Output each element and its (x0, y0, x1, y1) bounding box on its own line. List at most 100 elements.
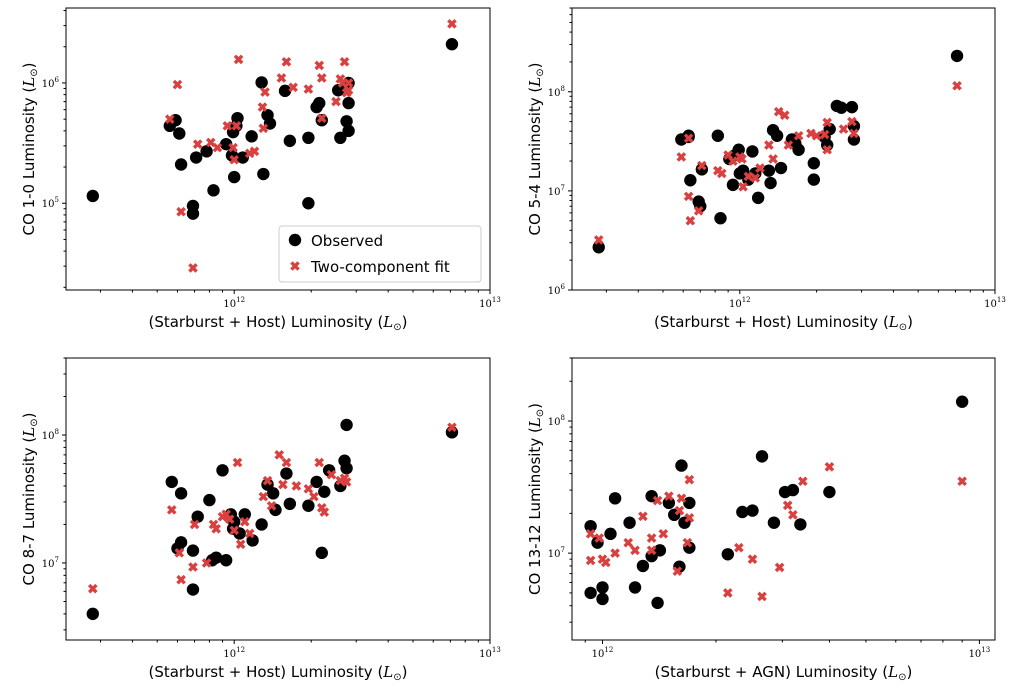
fit-point (630, 545, 640, 556)
fit-point (343, 78, 354, 88)
fit-point (664, 491, 674, 501)
observed-point (228, 170, 241, 184)
fit-point (594, 533, 604, 543)
observed-point (174, 536, 188, 549)
plot-area (65, 357, 491, 641)
observed-point (955, 395, 969, 408)
observed-point (283, 134, 297, 148)
fit-point (646, 533, 657, 543)
fit-point (235, 539, 246, 550)
x-tick-label: 1013 (969, 646, 991, 660)
observed-point (318, 485, 331, 498)
fit-point (258, 491, 269, 502)
fit-point (278, 479, 288, 490)
observed-point (653, 544, 667, 557)
observed-point (726, 178, 740, 192)
fit-point (738, 181, 748, 192)
fit-point (683, 133, 694, 144)
fit-point (258, 123, 269, 134)
fit-point (743, 171, 754, 182)
fit-point (319, 507, 330, 517)
observed-point (302, 197, 315, 210)
fit-point (684, 513, 695, 523)
x-tick-label: 1012 (592, 646, 614, 660)
fit-point (811, 130, 822, 141)
fit-point (798, 476, 808, 487)
y-axis-label: CO 5-4 Luminosity (L⊙) (526, 63, 546, 236)
y-tick-label: 107 (42, 556, 59, 570)
fit-point (222, 121, 233, 131)
x-tick-label: 1013 (479, 646, 501, 660)
fit-point (276, 73, 287, 83)
observed-point (340, 462, 353, 475)
legend-fit-label: Two-component fit (310, 258, 450, 276)
observed-point (191, 510, 204, 523)
fit-point (788, 510, 798, 520)
fit-point (343, 85, 354, 96)
observed-point (746, 504, 759, 517)
fit-point (693, 205, 704, 216)
fit-point (728, 156, 738, 166)
series-two-component-fit (87, 422, 457, 594)
fit-point (782, 500, 793, 511)
observed-point (683, 496, 696, 510)
observed-point (174, 487, 188, 500)
y-tick-label: 107 (548, 546, 565, 560)
observed-point (636, 559, 650, 573)
fit-point (331, 96, 341, 107)
legend-fit-marker (290, 261, 300, 271)
observed-point (186, 583, 200, 596)
fit-point (229, 154, 240, 165)
fit-point (674, 505, 685, 516)
fit-point (638, 511, 648, 522)
fit-point (257, 102, 268, 112)
plot-area (571, 357, 996, 641)
series-two-component-fit (164, 19, 457, 273)
legend: Observed Two-component fit (278, 225, 482, 283)
fit-point (262, 475, 273, 486)
fit-point (249, 146, 260, 157)
fit-point (192, 139, 203, 149)
observed-point (86, 607, 99, 621)
minor-ticks (569, 7, 984, 293)
fit-point (260, 87, 270, 97)
fit-point (281, 457, 292, 468)
observed-point (245, 130, 258, 143)
fit-point (764, 140, 774, 150)
observed-point (219, 554, 233, 567)
chart-panel-4: 1012 1013 107 108 (Starburst + AGN) Luminosi… (526, 357, 996, 683)
series-two-component-fit (593, 80, 962, 245)
observed-point (236, 151, 249, 164)
observed-point (342, 96, 355, 110)
fit-point (316, 113, 327, 123)
fit-point (326, 469, 337, 480)
fit-point (822, 144, 832, 155)
series-two-component-fit (585, 462, 967, 602)
observed-point (807, 173, 821, 186)
observed-point (714, 212, 727, 225)
fit-point (339, 56, 350, 67)
fit-point (176, 574, 186, 585)
fit-point (774, 562, 785, 573)
observed-point (257, 167, 270, 181)
observed-point (764, 176, 777, 190)
observed-point (695, 163, 709, 176)
plot-area (65, 7, 491, 291)
fit-point (166, 505, 177, 515)
fit-point (838, 124, 849, 134)
fit-point (447, 19, 457, 29)
fit-point (779, 110, 790, 121)
fit-point (685, 215, 696, 226)
observed-point (835, 101, 848, 114)
y-tick-label: 105 (42, 196, 59, 210)
observed-point (219, 137, 233, 151)
fit-point (697, 160, 707, 171)
fit-point (229, 525, 240, 536)
observed-point (651, 596, 664, 610)
chart-panel-1: 1012 1013 105 106 (Starburst + Host) Luminos… (20, 7, 501, 333)
fit-point (211, 523, 221, 534)
observed-point (736, 505, 749, 519)
observed-point (950, 49, 964, 63)
fit-point (593, 235, 604, 245)
observed-point (246, 534, 259, 547)
